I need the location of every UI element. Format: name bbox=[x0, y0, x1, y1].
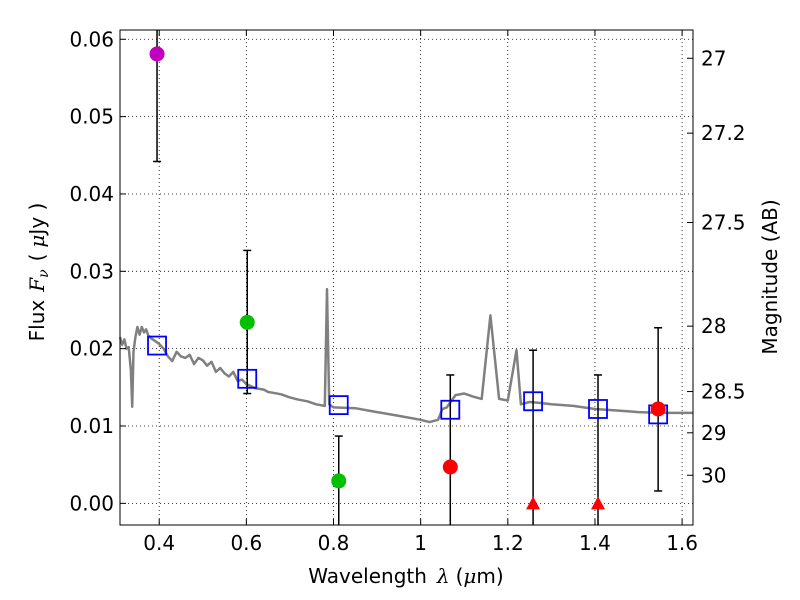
x-tick-label: 0.8 bbox=[318, 531, 350, 555]
y-tick-label: 0.04 bbox=[69, 182, 114, 206]
y-tick-label: 0.05 bbox=[69, 105, 114, 129]
magnitude-tick-label: 28.5 bbox=[701, 380, 746, 404]
magnitude-tick-label: 27.2 bbox=[701, 121, 746, 145]
magnitude-tick-label: 27.5 bbox=[701, 211, 746, 235]
x-tick-label: 1.6 bbox=[666, 531, 698, 555]
y-tick-label: 0.03 bbox=[69, 259, 114, 283]
model-flux-square bbox=[147, 335, 167, 356]
model-spectrum bbox=[118, 287, 693, 424]
x-tick-label: 0.6 bbox=[230, 531, 262, 555]
ticks: 0.4 0.6 0.8 1 1.2 1.4 1.6 0.00 0.01 0.02 0.03 0.04 0… bbox=[69, 27, 745, 555]
photometry-point bbox=[239, 314, 255, 330]
y-axis-label-symbol-sub: ν bbox=[36, 269, 52, 278]
photometry-point bbox=[331, 473, 347, 489]
x-tick-label: 0.4 bbox=[143, 531, 175, 555]
model-flux-square bbox=[328, 395, 349, 416]
model-flux-square bbox=[523, 391, 543, 412]
error-bars bbox=[153, 30, 663, 525]
y-tick-label: 0.01 bbox=[69, 414, 114, 438]
y-axis-label-unit-open: ( bbox=[25, 254, 49, 262]
x-axis-label-unit-rest: m) bbox=[476, 564, 503, 588]
photometry-point bbox=[442, 459, 458, 475]
x-axis-label: Wavelength λ (μm) bbox=[308, 564, 503, 588]
photometry-point bbox=[650, 401, 666, 417]
model-spectrum-line bbox=[118, 287, 693, 424]
y-axis-label-text: Flux bbox=[25, 300, 49, 342]
magnitude-axis-label: Magnitude (AB) bbox=[758, 199, 782, 354]
x-tick-label: 1.2 bbox=[492, 531, 524, 555]
upper-limit-triangle bbox=[526, 496, 541, 510]
model-flux-square bbox=[440, 399, 461, 420]
magnitude-tick-label: 28 bbox=[701, 314, 726, 338]
magnitude-tick-label: 27 bbox=[701, 46, 726, 70]
y-axis-label: Flux Fν ( μJy ) bbox=[25, 203, 52, 342]
y-tick-label: 0.06 bbox=[69, 27, 114, 51]
y-tick-label: 0.02 bbox=[69, 337, 114, 361]
magnitude-tick-label: 30 bbox=[701, 463, 726, 487]
x-tick-label: 1 bbox=[414, 531, 427, 555]
y-axis-label-unit-mu: μ bbox=[25, 235, 49, 248]
grid bbox=[120, 30, 693, 525]
markers bbox=[147, 46, 669, 510]
model-flux-square bbox=[588, 399, 608, 419]
plot-frame bbox=[119, 29, 694, 526]
y-axis-label-symbol: F bbox=[25, 277, 49, 293]
x-axis-label-unit-open: ( bbox=[456, 564, 464, 588]
x-axis-label-symbol: λ bbox=[436, 564, 450, 588]
x-axis-label-text: Wavelength bbox=[308, 564, 427, 588]
x-tick-label: 1.4 bbox=[579, 531, 611, 555]
model-flux-square bbox=[237, 368, 258, 389]
upper-limit-triangle bbox=[591, 496, 606, 510]
y-tick-label: 0.00 bbox=[69, 491, 114, 515]
x-axis-label-unit-mu: μ bbox=[463, 564, 476, 588]
photometry-point bbox=[149, 46, 165, 62]
magnitude-tick-label: 29 bbox=[701, 421, 726, 445]
y-axis-label-unit-rest: Jy ) bbox=[25, 203, 49, 237]
